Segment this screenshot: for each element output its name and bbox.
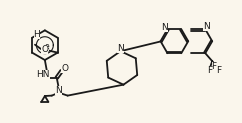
Text: N: N: [117, 44, 124, 53]
Text: F: F: [207, 66, 212, 75]
Text: O: O: [61, 64, 68, 73]
Text: H: H: [34, 30, 40, 39]
Text: HN: HN: [36, 70, 50, 79]
Text: F: F: [212, 62, 217, 71]
Text: N: N: [161, 23, 168, 32]
Text: N: N: [203, 22, 210, 31]
Text: e: e: [45, 42, 49, 51]
Text: F: F: [217, 66, 222, 75]
Text: O: O: [41, 45, 48, 54]
Text: N: N: [55, 86, 62, 95]
